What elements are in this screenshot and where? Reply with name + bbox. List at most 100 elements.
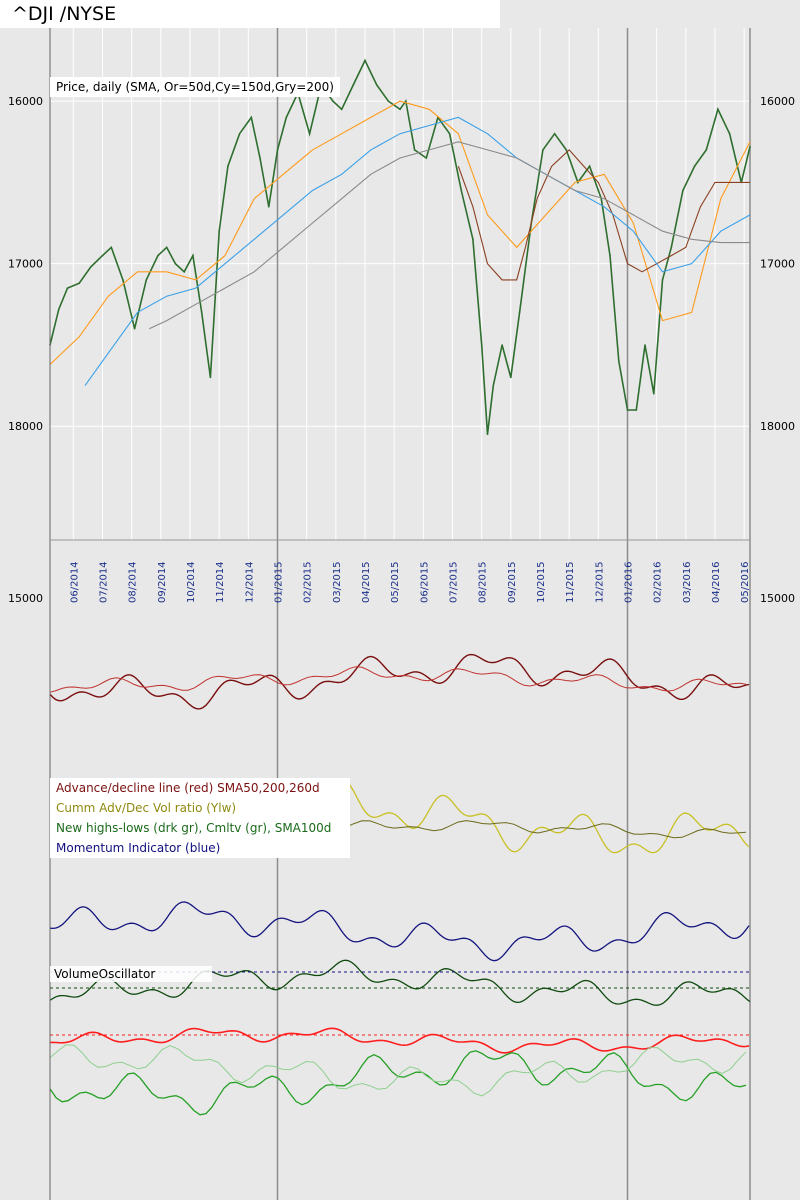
price-point [635,409,638,411]
price-point [157,254,159,257]
price-point [661,279,664,281]
legend-new-highs-lows: New highs-lows (drk gr), Cmltv (gr), SMA… [56,821,332,835]
indicator-y-tick-left: 15000 [8,592,43,605]
x-month-label: 08/2014 [128,561,139,603]
legend-momentum: Momentum Indicator (blue) [56,841,221,855]
x-month-label: 11/2015 [565,561,576,603]
price-point [58,308,60,311]
price-series-0 [49,58,751,435]
price-point [472,238,474,241]
price-point [405,100,407,102]
price-series-3 [84,116,751,386]
price-point [653,392,655,395]
price-point [259,157,261,159]
price-series-group [49,58,751,436]
price-point [90,266,92,268]
price-point [332,100,334,102]
indicator-y-tick-right: 15000 [760,592,795,605]
indicator-trace-5 [49,959,751,1006]
price-series-4 [148,141,750,330]
price-y-tick-left: 16000 [8,95,43,108]
x-month-label: 04/2015 [361,561,372,603]
x-month-label: 05/2015 [390,561,401,603]
x-month-label: 12/2014 [244,561,255,603]
price-point [66,287,69,289]
price-y-tick-left: 17000 [8,258,43,271]
price-point [250,116,253,119]
indicator-trace-6 [50,1027,750,1054]
price-point [626,409,629,411]
x-month-label: 03/2015 [332,561,343,603]
price-point [644,344,646,346]
price-point [238,132,241,135]
price-point [618,360,620,363]
price-point [200,311,203,314]
price-point [609,254,611,257]
month-gridlines [72,28,745,540]
price-point [682,189,684,192]
indicator-trace-7 [49,1050,747,1116]
x-month-label: 06/2015 [419,561,430,603]
price-point [308,132,311,135]
x-month-label: 04/2016 [711,561,722,603]
x-month-label: 02/2015 [303,561,314,603]
price-point [399,108,401,111]
price-point [340,108,343,111]
price-point [364,59,366,62]
price-point [705,149,708,151]
price-point [285,116,288,119]
indicator-legend: Advance/decline line (red) SMA50,200,260… [50,778,350,858]
price-y-tick-left: 18000 [8,420,43,433]
price-point [448,132,451,135]
price-point [133,327,136,330]
indicator-series-group [49,653,751,1116]
x-month-label: 01/2016 [624,561,635,603]
x-month-label: 02/2016 [653,561,664,603]
price-plot-area [50,28,750,540]
indicator-trace-4 [49,901,750,962]
price-point [387,100,390,102]
price-point [565,149,568,151]
price-point [165,246,168,249]
price-point [518,311,521,314]
x-month-label: 08/2015 [478,561,489,603]
indicator-trace-8 [49,1044,747,1097]
price-point [480,344,483,346]
volume-oscillator-label: VolumeOscillator [50,966,212,982]
price-point [145,279,148,281]
x-month-label: 06/2014 [69,561,80,603]
price-point [693,165,696,167]
year-separators [276,28,751,1200]
price-point [276,149,279,151]
price-series-1 [49,100,751,365]
legend-cumm-adv-dec: Cumm Adv/Dec Vol ratio (Ylw) [56,801,237,815]
x-month-label: 05/2016 [740,561,751,603]
price-point [192,254,194,257]
price-point [78,282,80,285]
price-point [209,376,212,379]
price-point [670,246,673,249]
price-point [728,132,731,135]
price-point [174,262,177,265]
x-month-label: 07/2015 [449,561,460,603]
price-point [375,84,378,86]
x-month-label: 01/2015 [274,561,285,603]
price-point [425,157,428,159]
indicator-trace-0 [49,653,750,710]
indicator-trace-1 [49,666,747,693]
price-y-tick-labels: 18000 18000 17000 17000 16000 16000 [8,95,795,433]
price-point [227,165,229,167]
price-point [218,230,220,232]
chart-title: ^DJI /NYSE [0,0,500,28]
x-month-label: 10/2014 [186,561,197,603]
price-y-tick-right: 17000 [760,258,795,271]
x-month-label: 07/2014 [99,561,110,603]
price-point [460,189,463,192]
price-point [492,384,495,387]
price-point [101,254,104,257]
x-month-label: 03/2016 [682,561,693,603]
price-y-tick-right: 16000 [760,95,795,108]
price-point [510,376,512,379]
price-series-2 [457,149,750,281]
price-y-tick-right: 18000 [760,420,795,433]
